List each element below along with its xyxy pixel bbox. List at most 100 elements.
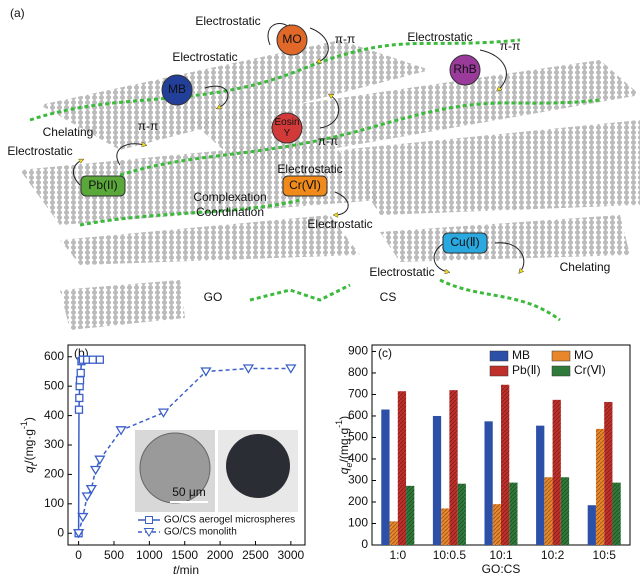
marker: [76, 368, 85, 378]
legend-label: GO/CS monolith: [164, 527, 237, 538]
marker: [89, 465, 102, 476]
arrow: [309, 27, 329, 62]
interaction-label: Chelating: [43, 125, 94, 139]
y-tick-label: 500: [44, 378, 64, 392]
y-tick-label: 700: [348, 387, 368, 401]
legend-label: MO: [574, 348, 593, 362]
axis-label-part: t: [29, 463, 39, 466]
monolith: [226, 434, 290, 498]
y-tick-label: 0: [361, 537, 368, 551]
marker: [74, 405, 84, 414]
interaction-label: Electrostatic: [195, 14, 260, 28]
interaction-label: Electrostatic: [277, 162, 342, 176]
axis-label-part: e: [344, 462, 354, 467]
axis-label-part: /(mg·g: [22, 429, 36, 464]
axis-label-part: t: [173, 563, 177, 577]
interaction-label: Coordination: [196, 205, 264, 219]
arrow: [494, 242, 525, 272]
y-tick-label: 200: [348, 494, 368, 508]
axis-label-part: /min: [176, 563, 199, 577]
bar-hatch: [441, 508, 450, 545]
interaction-label: Electrostatic: [7, 144, 72, 158]
x-tick-label: 10:2: [541, 548, 565, 562]
marker: [75, 376, 85, 385]
axis-label-part: ): [337, 416, 351, 420]
bar: [484, 421, 493, 545]
sheet: [340, 120, 640, 215]
badge-label: Cr(Ⅵ): [289, 178, 321, 192]
marker: [94, 455, 106, 465]
badge-label: RhB: [453, 62, 476, 76]
arrow: [116, 144, 145, 166]
marker: [115, 426, 127, 436]
badge: [449, 54, 481, 86]
badge: [442, 232, 488, 254]
chain: [439, 278, 561, 322]
bar-hatch: [397, 391, 407, 545]
bar: [381, 409, 390, 545]
bar-hatch: [449, 390, 458, 545]
x-tick-label: 2000: [207, 548, 234, 562]
x-axis-title: GO:CS: [482, 562, 521, 576]
axis-label-part: -1: [334, 420, 344, 428]
x-tick-label: 10:0.5: [433, 548, 467, 562]
bar: [587, 505, 596, 545]
interaction-label: Electrostatic: [172, 50, 237, 64]
arrow: [433, 242, 448, 272]
x-tick-label: 500: [104, 548, 124, 562]
bar-hatch: [492, 504, 501, 545]
sheet: [40, 40, 430, 150]
x-tick-label: 0: [75, 548, 82, 562]
y-tick-label: 300: [44, 437, 64, 451]
axis-label-part: -1: [19, 421, 29, 429]
x-tick-label: 3000: [277, 548, 304, 562]
chain: [119, 98, 601, 177]
badge: [282, 175, 328, 197]
x-tick-label: 10:1: [489, 548, 513, 562]
graphene-sheets: [20, 38, 640, 330]
marker: [77, 512, 89, 523]
bar: [432, 415, 442, 545]
interaction-label: π-π: [335, 32, 356, 46]
arrow: [204, 85, 229, 108]
axis-label: qt/(mg·g-1): [19, 417, 39, 473]
scale-label: 50 μm: [172, 485, 206, 499]
bar-hatch: [501, 384, 510, 545]
x-tick-label: 2500: [242, 548, 269, 562]
legend-swatch: [489, 350, 509, 362]
arrow: [335, 191, 349, 215]
interaction-label: π-π: [138, 119, 159, 133]
bar-hatch: [544, 477, 553, 545]
bar-hatch: [457, 483, 466, 545]
interaction-label: Chelating: [560, 260, 611, 274]
badge-label: Cu(Ⅱ): [450, 235, 479, 249]
legend-label: Cr(Ⅵ): [574, 363, 606, 377]
bar-hatch: [612, 482, 621, 545]
marker: [285, 364, 297, 374]
bar-hatch: [406, 485, 415, 545]
bar-hatch: [509, 482, 518, 545]
axis-label-part: q: [337, 467, 351, 474]
bar: [536, 425, 545, 545]
bar-hatch: [604, 401, 613, 545]
legend-marker: [143, 528, 155, 537]
marker: [95, 355, 104, 364]
interaction-label: CS: [380, 290, 397, 304]
badge-label: MB: [168, 82, 186, 96]
badge-label: MO: [282, 32, 301, 46]
marker: [81, 492, 93, 502]
y-tick-label: 300: [348, 473, 368, 487]
y-tick-label: 500: [348, 430, 368, 444]
marker: [242, 364, 255, 374]
legend-label: MB: [512, 348, 530, 362]
legend-swatch: [551, 365, 571, 377]
legend-swatch: [551, 350, 571, 362]
arrow: [479, 49, 507, 90]
sheet: [380, 215, 630, 262]
marker: [200, 367, 212, 377]
x-tick-label: 10:5: [593, 548, 617, 562]
series-line: [77, 367, 291, 534]
chain: [29, 38, 521, 122]
legend-marker: [145, 516, 153, 524]
